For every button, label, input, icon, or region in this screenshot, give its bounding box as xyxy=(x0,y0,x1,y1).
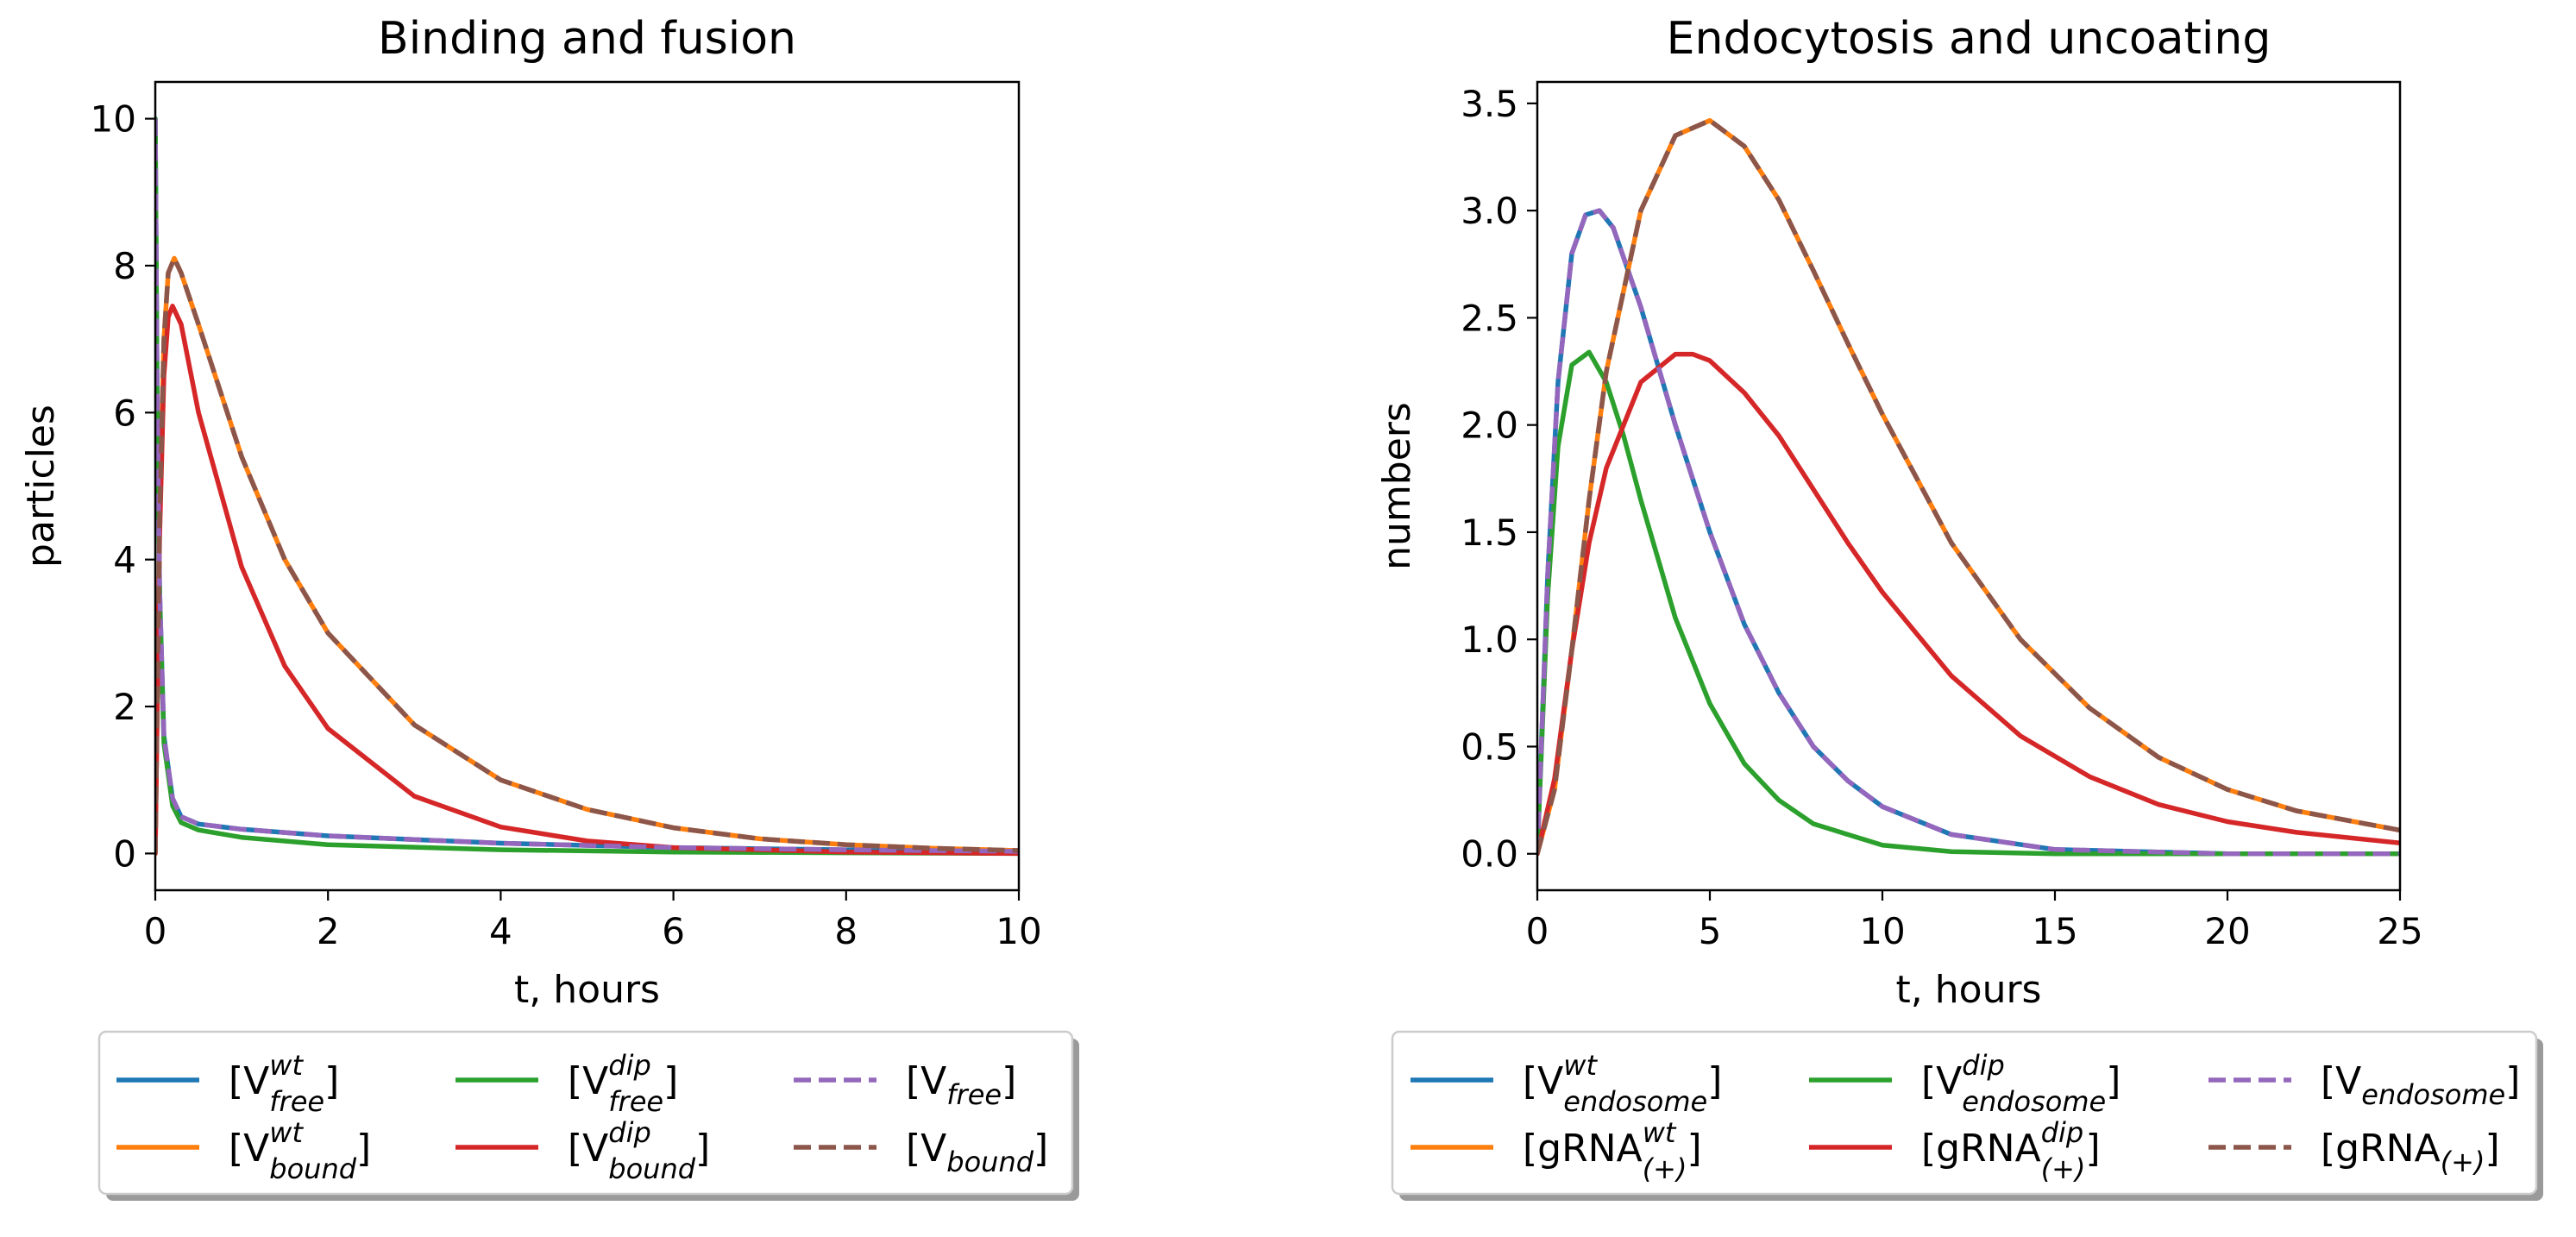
legend-label-vdip_endo: [Vdip endosome] xyxy=(1921,1049,2120,1118)
x-tick-label: 20 xyxy=(2204,910,2250,952)
legend: [Vwt endosome][gRNAwt (+)][Vdip endosome][g… xyxy=(1391,1030,2543,1201)
y-tick-label: 6 xyxy=(113,392,136,434)
chart-title: Endocytosis and uncoating xyxy=(1667,13,2271,65)
series-line-grna_wt xyxy=(1537,117,2400,857)
y-tick-label: 10 xyxy=(91,98,136,141)
series-line-vdip_free xyxy=(155,116,1019,857)
legend-label-v_free: [Vfree] xyxy=(906,1059,1016,1111)
series-line-vwt_free xyxy=(155,116,1019,854)
plot-frame xyxy=(154,80,1021,892)
y-axis-label: particles xyxy=(19,405,63,568)
x-axis-label: t, hours xyxy=(1896,968,2042,1012)
plot-frame xyxy=(1536,80,2402,892)
legend-label-v_endo: [Vendosome] xyxy=(2321,1059,2520,1111)
series-line-vwt_endo xyxy=(1537,208,2400,857)
x-axis-label: t, hours xyxy=(514,968,660,1012)
x-tick-label: 0 xyxy=(1526,910,1549,952)
y-tick-label: 2.0 xyxy=(1461,405,1518,447)
series-group xyxy=(1537,117,2400,857)
legend-box xyxy=(1391,1030,2538,1196)
legend-label-vdip_free: [Vdip free] xyxy=(568,1049,678,1118)
legend-box xyxy=(97,1030,1074,1196)
series-line-v_bound xyxy=(155,255,1019,854)
series-line-grna_total xyxy=(1537,117,2400,855)
x-tick-label: 10 xyxy=(996,910,1041,952)
x-tick-label: 10 xyxy=(1859,910,1905,952)
chart-2: Endocytosis and uncoating 0 5 10 15 20 25 0.0 0.… xyxy=(1375,13,2543,1201)
y-tick-label: 3.5 xyxy=(1461,83,1518,125)
x-tick-label: 0 xyxy=(144,910,167,952)
x-tick-label: 6 xyxy=(662,910,685,952)
y-tick-label: 0 xyxy=(113,832,136,875)
legend-label-vwt_endo: [Vwt endosome] xyxy=(1523,1049,1722,1118)
y-tick-label: 1.5 xyxy=(1461,512,1518,554)
x-tick-label: 25 xyxy=(2377,910,2422,952)
series-line-vdip_endo xyxy=(1537,349,2400,857)
series-group xyxy=(155,116,1019,857)
series-line-grna_dip xyxy=(1537,351,2400,857)
legend-label-grna_total: [gRNA(+)] xyxy=(2321,1127,2500,1178)
legend-label-v_bound: [Vbound] xyxy=(906,1127,1048,1178)
y-tick-label: 4 xyxy=(113,539,136,581)
y-tick-label: 8 xyxy=(113,245,136,287)
y-tick-label: 2 xyxy=(113,686,136,728)
legend-label-vwt_bound: [Vwt bound] xyxy=(229,1116,371,1185)
series-line-v_free xyxy=(155,118,1019,854)
series-line-v_endo xyxy=(1537,208,2400,857)
x-tick-label: 4 xyxy=(489,910,512,952)
y-tick-label: 0.5 xyxy=(1461,725,1518,768)
x-tick-label: 8 xyxy=(834,910,858,952)
x-tick-label: 5 xyxy=(1699,910,1722,952)
y-tick-label: 3.0 xyxy=(1461,190,1518,232)
legend-label-vwt_free: [Vwt free] xyxy=(229,1049,339,1118)
chart-title: Binding and fusion xyxy=(378,13,796,65)
y-axis-label: numbers xyxy=(1375,402,1419,570)
series-line-vdip_bound xyxy=(155,304,1019,857)
legend: [Vwt free][Vwt bound] [Vdip free][Vdip bound]… xyxy=(97,1030,1079,1201)
y-tick-label: 1.0 xyxy=(1461,618,1518,661)
legend-label-grna_wt: [gRNAwt (+)] xyxy=(1523,1116,1702,1185)
y-tick-label: 2.5 xyxy=(1461,297,1518,339)
x-tick-label: 2 xyxy=(317,910,340,952)
chart-1: Binding and fusion 0 2 4 6 8 10 0 2 4 6 8 10 t, hours… xyxy=(19,13,1079,1201)
x-tick-label: 15 xyxy=(2032,910,2077,952)
y-tick-label: 0.0 xyxy=(1461,833,1518,876)
legend-label-vdip_bound: [Vdip bound] xyxy=(568,1116,710,1185)
legend-label-grna_dip: [gRNAdip (+)] xyxy=(1921,1116,2101,1185)
